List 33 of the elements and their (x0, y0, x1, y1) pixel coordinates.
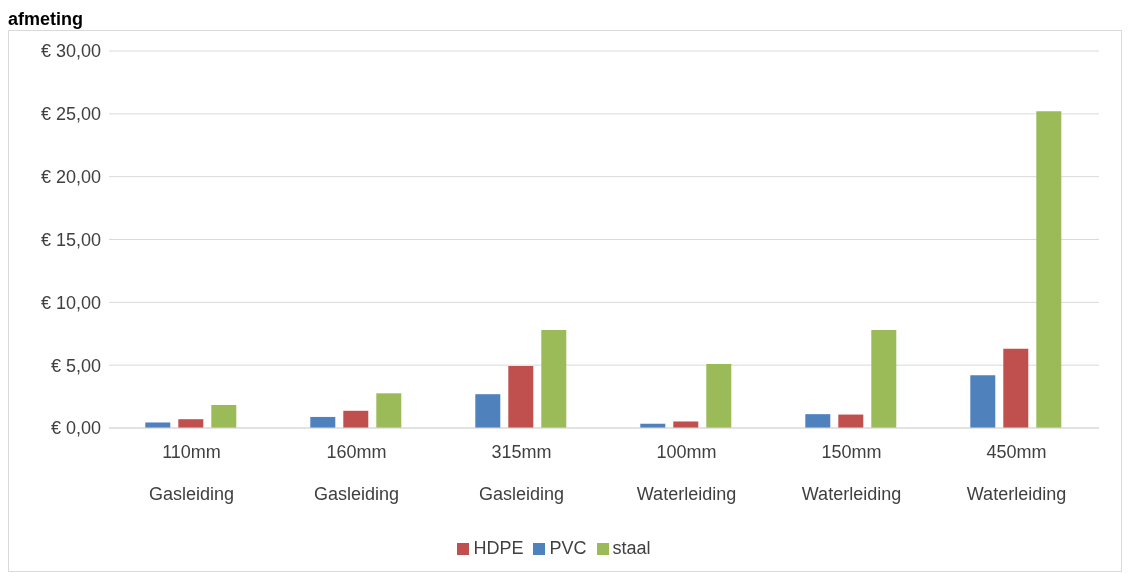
y-tick-label: € 20,00 (40, 167, 101, 188)
bar (970, 375, 996, 428)
y-tick-label: € 15,00 (40, 229, 101, 250)
y-tick-label: € 10,00 (40, 292, 101, 313)
y-tick-label: € 25,00 (40, 104, 101, 125)
chart-title: afmeting (8, 8, 84, 30)
bar (508, 365, 534, 428)
bar (211, 405, 237, 428)
legend-label: staal (612, 538, 651, 558)
bar (178, 419, 204, 428)
y-tick-label: € 5,00 (50, 355, 101, 376)
bar (706, 363, 732, 428)
y-tick-label: € 0,00 (50, 418, 101, 439)
category-label: 450mm Waterleiding (966, 442, 1067, 504)
bar (1003, 348, 1029, 428)
bar (541, 329, 567, 428)
bar (310, 416, 336, 428)
category-label: 100mm Waterleiding (636, 442, 737, 504)
bar (376, 393, 402, 428)
category-label: 150mm Waterleiding (801, 442, 902, 504)
bar (805, 414, 831, 428)
bar (343, 410, 369, 428)
bar (673, 421, 699, 428)
bar (1036, 111, 1062, 428)
y-tick-label: € 30,00 (40, 41, 101, 62)
legend-label: HDPE (473, 538, 524, 558)
bar (475, 394, 501, 428)
category-label: 315mm Gasleiding (478, 442, 565, 504)
category-label: 160mm Gasleiding (313, 442, 400, 504)
bar (145, 422, 171, 428)
category-label: 110mm Gasleiding (148, 442, 235, 504)
bar (871, 329, 897, 428)
legend-label: PVC (549, 538, 587, 558)
